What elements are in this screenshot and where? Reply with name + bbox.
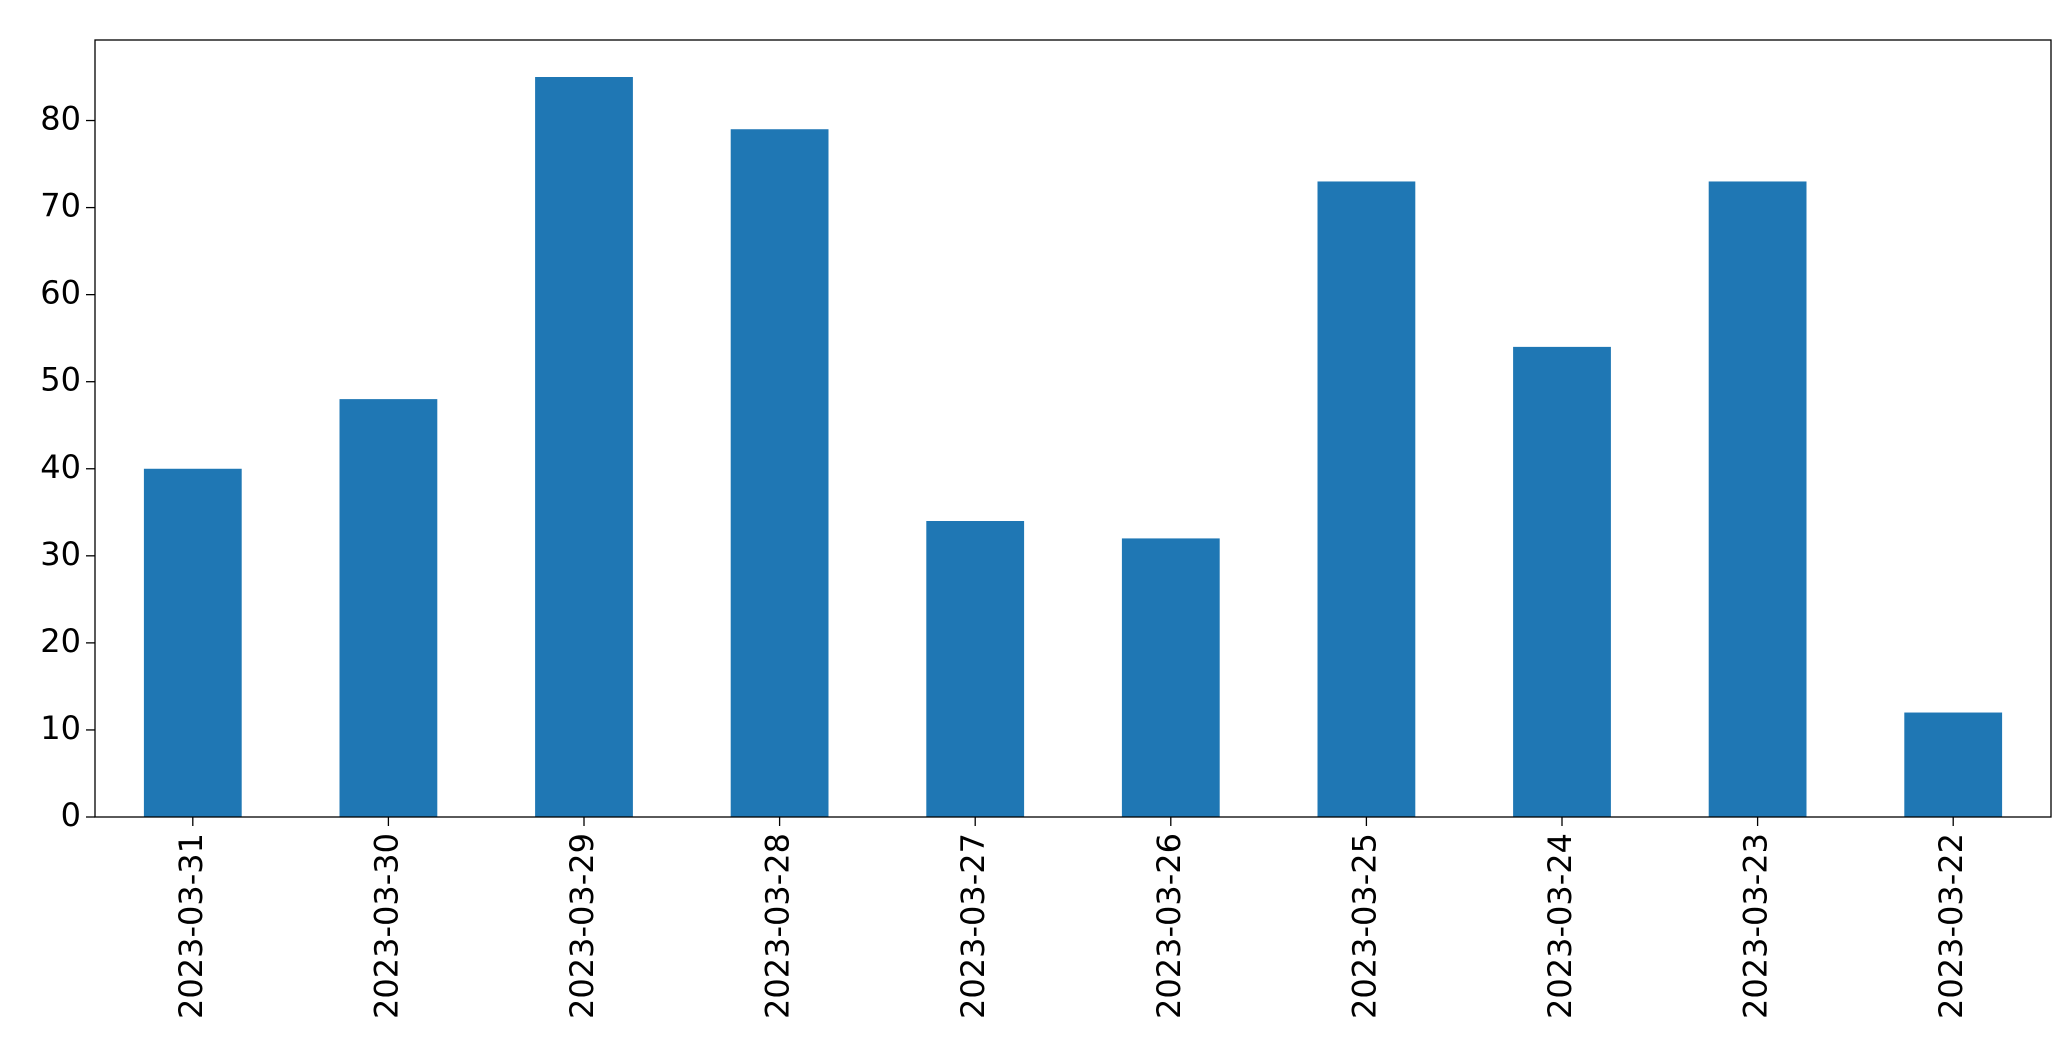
x-tick-label: 2023-03-25: [1345, 833, 1383, 1019]
x-tick-label: 2023-03-29: [563, 833, 601, 1019]
x-tick-label: 2023-03-30: [367, 833, 405, 1019]
y-tick-label: 10: [40, 709, 81, 747]
x-tick-label: 2023-03-22: [1932, 833, 1970, 1019]
plot-frame: [94, 39, 2052, 818]
x-tick-label: 2023-03-27: [954, 833, 992, 1019]
x-tick-label: 2023-03-28: [759, 833, 797, 1019]
x-tick-label: 2023-03-24: [1541, 833, 1579, 1019]
y-tick-label: 0: [61, 796, 81, 834]
bar: [535, 77, 633, 817]
bar: [1317, 181, 1416, 817]
bar: [1904, 712, 2003, 817]
bar: [1708, 181, 1807, 817]
bar: [339, 399, 438, 817]
y-tick-label: 20: [40, 622, 81, 660]
y-tick-label: 60: [40, 274, 81, 312]
bar: [730, 129, 829, 817]
x-tick-label: 2023-03-26: [1150, 833, 1188, 1019]
bar: [1121, 538, 1220, 817]
bar: [143, 468, 242, 817]
y-tick-label: 30: [40, 535, 81, 573]
y-tick-label: 80: [40, 100, 81, 138]
y-tick-label: 40: [40, 448, 81, 486]
bar: [1513, 346, 1611, 817]
x-tick-label: 2023-03-31: [172, 833, 210, 1019]
y-tick-label: 50: [40, 361, 81, 399]
y-tick-label: 70: [40, 187, 81, 225]
bar: [926, 521, 1025, 817]
x-tick-label: 2023-03-23: [1737, 833, 1775, 1019]
